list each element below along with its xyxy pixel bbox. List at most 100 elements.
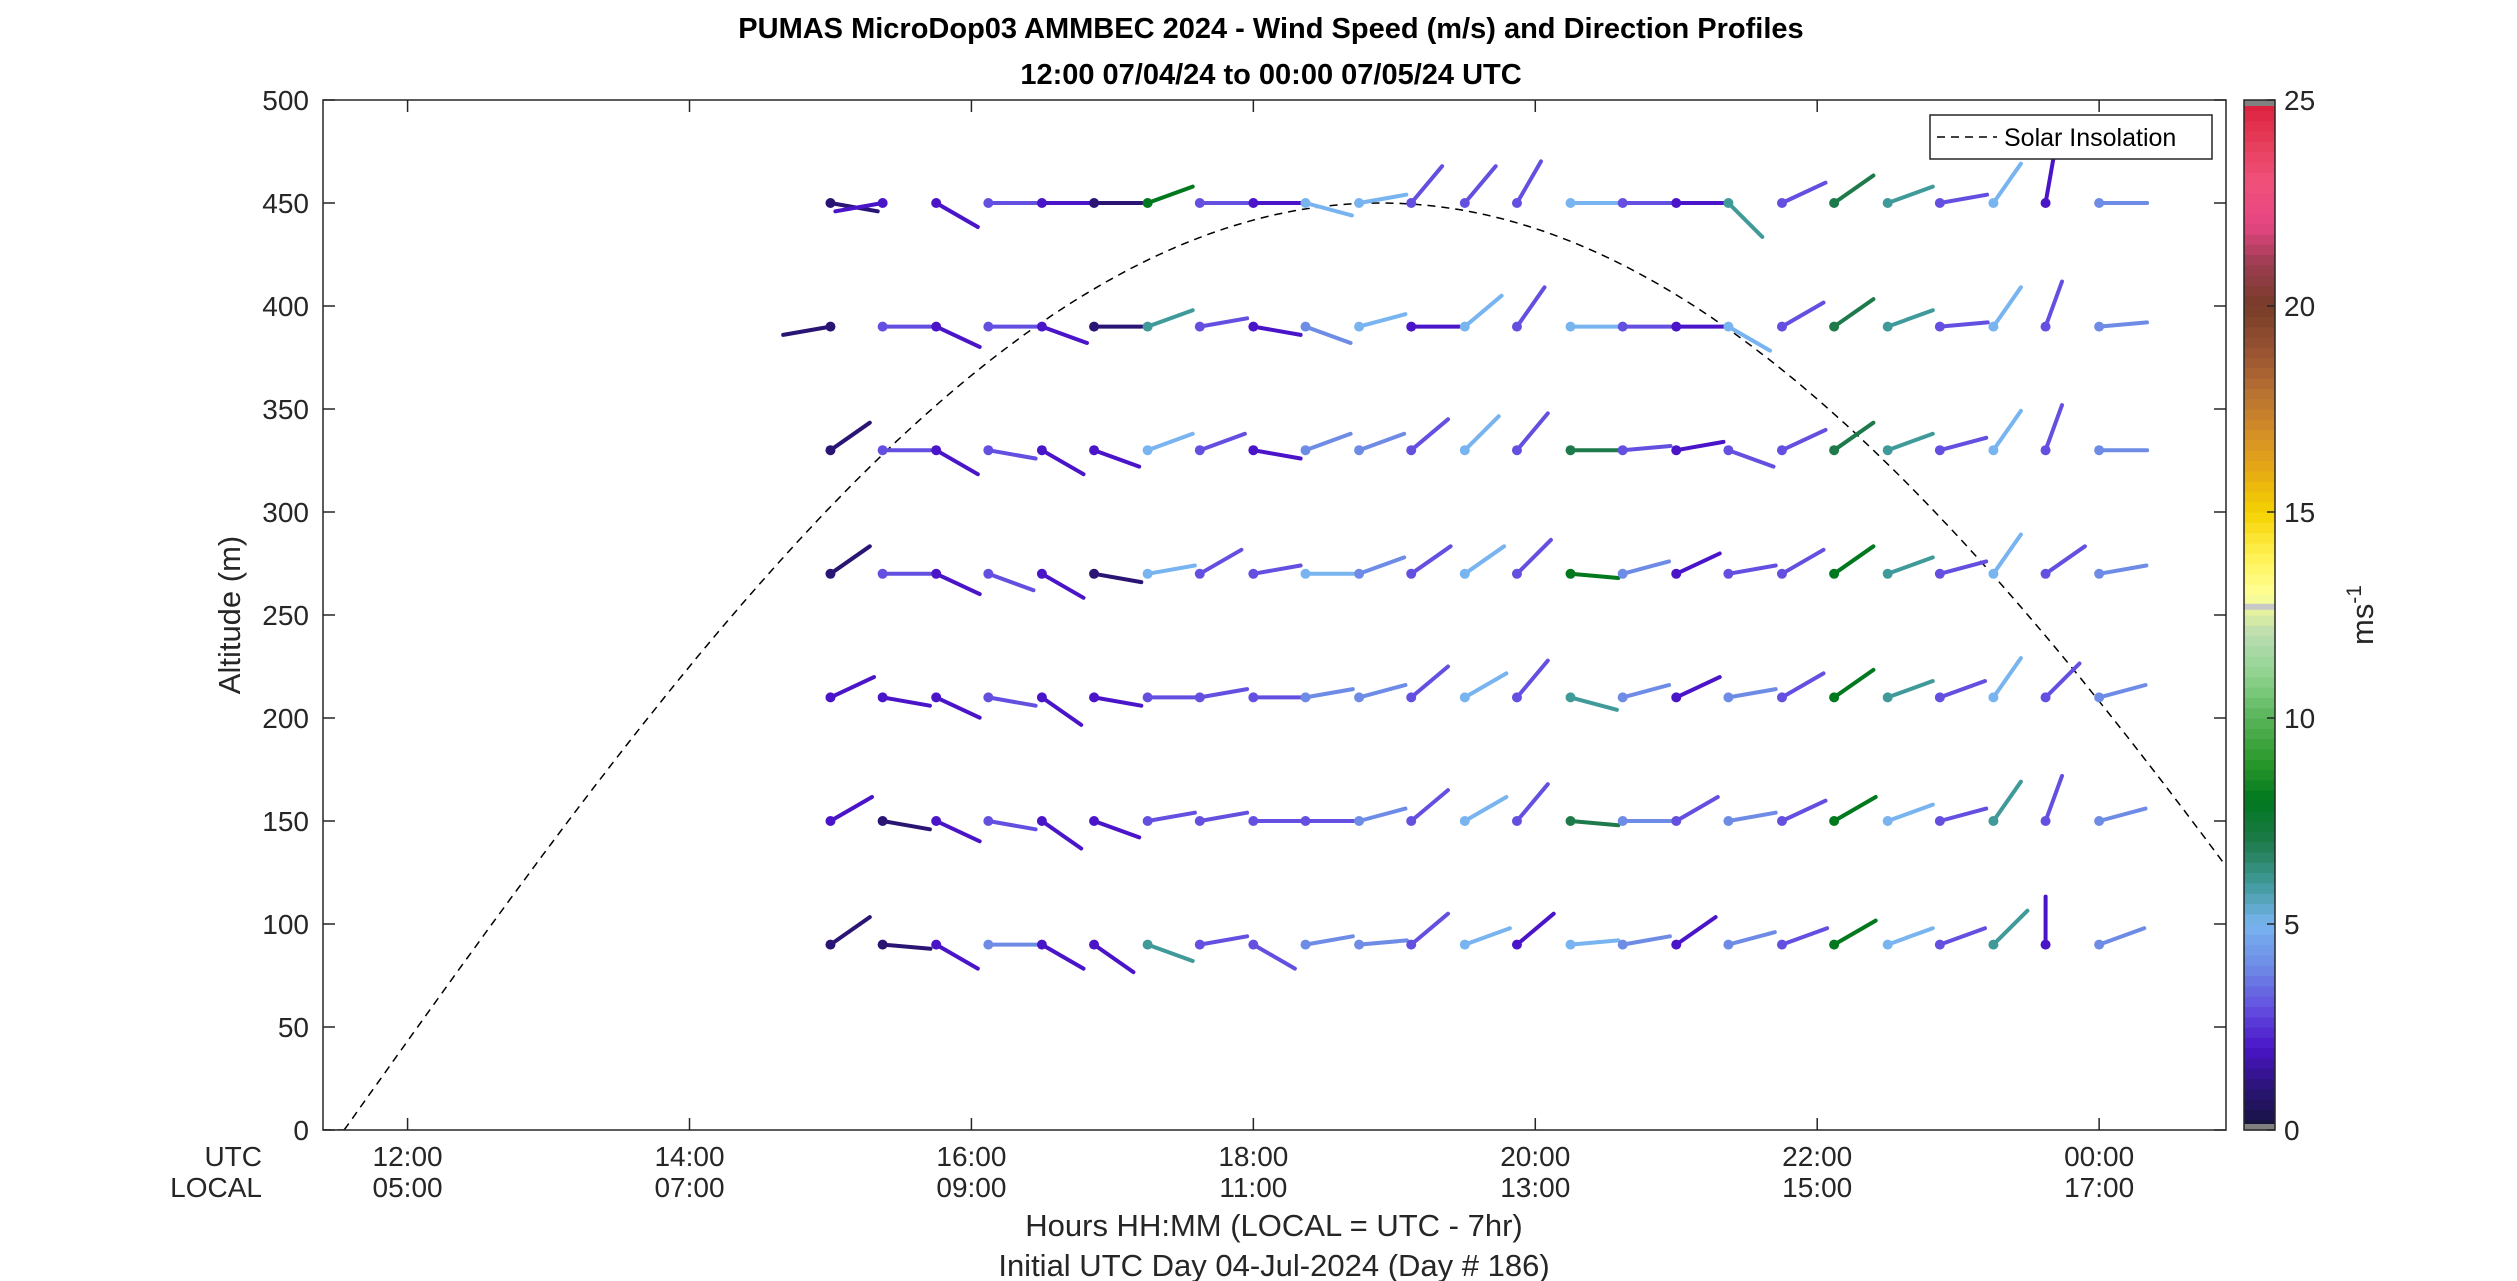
wind-barb-shaft	[1462, 544, 1507, 576]
wind-barb	[1194, 198, 1250, 208]
wind-barb	[931, 568, 982, 597]
colorbar-band	[2244, 450, 2275, 462]
wind-barb	[1723, 198, 1765, 239]
wind-barb-dot	[825, 568, 836, 579]
colorbar-band	[2244, 1037, 2275, 1049]
wind-barb	[983, 445, 1038, 461]
wind-barb-shaft	[1145, 563, 1197, 576]
wind-barb-dot	[983, 568, 994, 579]
colorbar-band	[2244, 996, 2275, 1007]
wind-barb-shaft	[1039, 695, 1084, 727]
wind-barb-dot	[931, 445, 942, 456]
colorbar-band	[2244, 306, 2275, 317]
wind-barb-dot	[1248, 692, 1259, 703]
wind-barb	[1617, 934, 1672, 950]
wind-barb-dot	[2040, 321, 2051, 332]
wind-barb	[1142, 692, 1198, 703]
wind-barb-shaft	[934, 571, 982, 597]
wind-barb-shaft	[1568, 695, 1619, 712]
wind-barb	[1723, 563, 1778, 579]
wind-barb	[1354, 555, 1407, 579]
wind-barb-dot	[1089, 939, 1100, 950]
colorbar-band	[2244, 862, 2275, 874]
wind-barb	[1829, 795, 1878, 826]
wind-barb-dot	[1988, 939, 1999, 950]
wind-barb	[1142, 431, 1195, 456]
wind-barb-shaft	[1726, 201, 1765, 239]
chart-title-line1: PUMAS MicroDop03 AMMBEC 2024 - Wind Spee…	[738, 13, 1803, 45]
wind-barb-shaft	[880, 695, 932, 708]
wind-barb-dot	[1617, 568, 1628, 579]
x-tick-label-utc: 20:00	[1500, 1141, 1570, 1172]
wind-barb-shaft	[1462, 795, 1509, 823]
wind-barb-shaft	[1357, 806, 1408, 823]
colorbar-band	[2244, 491, 2275, 503]
wind-barb-shaft	[1885, 926, 1935, 947]
wind-barb-shaft	[1937, 192, 1990, 205]
wind-barb	[1511, 537, 1553, 579]
wind-barb-shaft	[1885, 431, 1935, 453]
wind-barb-dot	[1459, 445, 1470, 456]
wind-barb	[983, 939, 1039, 950]
colorbar-band	[2244, 295, 2275, 307]
colorbar-mid-stripe	[2244, 603, 2275, 610]
colorbar-band	[2244, 676, 2275, 688]
wind-barb-dot	[1406, 816, 1417, 826]
wind-barb	[1036, 321, 1089, 345]
wind-barb-dot	[1723, 198, 1734, 208]
wind-barb-shaft	[833, 201, 885, 214]
wind-barb-dot	[2094, 816, 2105, 826]
colorbar-band	[2244, 748, 2275, 760]
wind-barb	[825, 675, 876, 703]
wind-barb-dot	[825, 445, 836, 456]
wind-barb-dot	[1988, 445, 1999, 456]
wind-barb	[1988, 908, 2030, 950]
wind-barb-shaft	[880, 942, 933, 951]
colorbar-band	[2244, 965, 2275, 977]
colorbar-band	[2244, 893, 2275, 904]
wind-barb-dot	[1723, 568, 1734, 579]
colorbar-tick-label: 5	[2284, 909, 2300, 940]
colorbar-band	[2244, 615, 2275, 626]
wind-barb-dot	[1882, 939, 1893, 950]
wind-barb-shaft	[1779, 427, 1828, 453]
wind-barb	[1671, 198, 1727, 208]
y-tick-label: 0	[293, 1115, 309, 1146]
legend-label-solar-insolation: Solar Insolation	[2004, 124, 2176, 152]
wind-barb	[1511, 411, 1550, 456]
x-tick-label-local: 15:00	[1782, 1172, 1852, 1203]
wind-barb-dot	[825, 816, 836, 826]
wind-barb-dot	[1036, 198, 1047, 208]
colorbar-unit-superscript: -1	[2343, 585, 2366, 604]
wind-barb-shaft	[1039, 324, 1089, 345]
wind-barb-dot	[2040, 568, 2051, 579]
wind-barb	[1617, 683, 1671, 703]
wind-barb	[1671, 321, 1727, 332]
colorbar-tick-label: 20	[2284, 291, 2315, 322]
wind-barb-shaft	[1885, 679, 1935, 700]
wind-barb-dot	[1089, 198, 1100, 208]
chart-title-line2: 12:00 07/04/24 to 00:00 07/05/24 UTC	[1020, 59, 1521, 91]
wind-barb-shaft	[1832, 918, 1878, 947]
x-tick-label-local: 13:00	[1500, 1172, 1570, 1203]
wind-barb	[931, 445, 980, 477]
wind-barb-shaft	[1409, 417, 1450, 453]
colorbar-band	[2244, 470, 2275, 482]
wind-barb	[1459, 544, 1507, 579]
wind-barb-dot	[1248, 568, 1259, 579]
wind-barb-shaft	[2043, 773, 2064, 823]
wind-barb	[1511, 159, 1543, 208]
wind-barb-shaft	[1092, 695, 1144, 708]
wind-barb	[931, 198, 980, 229]
wind-barb-shaft	[1409, 911, 1450, 947]
wind-barb	[1988, 408, 2023, 456]
colorbar-band	[2244, 1088, 2275, 1100]
wind-barb	[1406, 164, 1445, 208]
wind-barb-dot	[1248, 445, 1259, 456]
wind-barb	[1882, 926, 1935, 950]
wind-barb	[1565, 816, 1621, 828]
wind-barb-dot	[1617, 445, 1628, 456]
wind-barb	[1934, 320, 1990, 332]
